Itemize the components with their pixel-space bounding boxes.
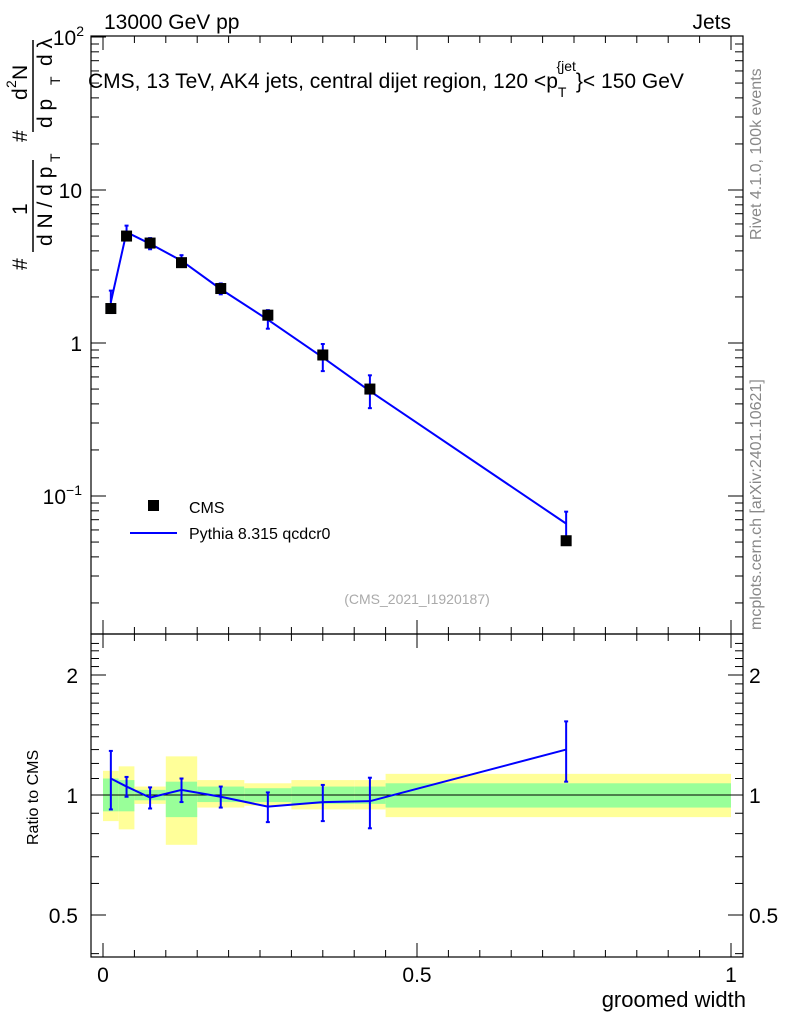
cms-data-point — [364, 383, 376, 395]
plot-title-prefix: CMS, 13 TeV, AK4 jets, central dijet reg… — [88, 70, 558, 93]
ylabel-right-sym: # — [9, 130, 32, 142]
x-tick-label: 0 — [97, 964, 109, 987]
cms-data-point — [176, 257, 187, 269]
plot-title-sub: T — [558, 84, 567, 100]
x-tick-label: 1 — [725, 964, 737, 987]
plot-title-suffix: }< 150 GeV — [576, 70, 684, 93]
ylabel-right-sup: 2 — [3, 80, 19, 88]
plot-title: CMS, 13 TeV, AK4 jets, central dijet reg… — [88, 58, 684, 100]
ratio-axes: 0 0.5 1 0.5 0.5 1 1 2 2 — [49, 633, 778, 987]
cms-data-point — [105, 303, 117, 315]
ratio-y-tick-label-right: 1 — [749, 785, 761, 808]
ylabel-right-n: N — [9, 65, 32, 80]
ratio-y-tick-label: 0.5 — [49, 905, 78, 928]
legend-label-pythia: Pythia 8.315 qcdcr0 — [189, 526, 331, 543]
cms-data-point — [317, 349, 329, 361]
ratio-y-tick-label: 2 — [66, 665, 78, 688]
ratio-y-tick-label: 1 — [66, 785, 78, 808]
x-tick-label: 0.5 — [402, 964, 431, 987]
ylabel-right-den-sub: T — [47, 76, 63, 85]
cms-data-point — [560, 535, 572, 547]
y-tick-label: 1 — [70, 333, 82, 356]
main-axes: 10−1 1 10 102 — [43, 23, 744, 635]
main-plot-content — [105, 224, 572, 547]
ylabel-right-lambda: d λ — [34, 37, 57, 66]
x-axis-label: groomed width — [602, 987, 746, 1012]
cms-data-point — [121, 230, 133, 242]
header-collision: 13000 GeV pp — [104, 11, 239, 34]
pythia-line — [109, 230, 567, 525]
ratio-bands — [103, 756, 731, 845]
y-tick-label: 10−1 — [43, 482, 83, 509]
main-frame — [90, 35, 744, 635]
cms-data-point — [262, 309, 274, 321]
rivet-label: Rivet 4.1.0, 100k events — [748, 68, 765, 240]
ylabel-left-den: d N / d p — [34, 167, 57, 246]
ratio-y-axis-label: Ratio to CMS — [25, 750, 42, 845]
ylabel-left-sub: T — [47, 153, 63, 162]
plot-title-sup: {jet — [556, 58, 576, 74]
analysis-id: (CMS_2021_I1920187) — [344, 591, 490, 607]
y-tick-label: 10 — [59, 180, 82, 203]
cms-data-point — [215, 283, 227, 295]
ratio-y-tick-label-right: 2 — [749, 665, 761, 688]
legend-label-cms: CMS — [189, 500, 225, 517]
header-process: Jets — [692, 11, 731, 34]
main-y-axis-label: # 1 d N / d p T # d 2 N d p T d λ — [3, 37, 63, 270]
legend: CMS Pythia 8.315 qcdcr0 — [130, 500, 331, 543]
cms-data-point — [144, 237, 156, 249]
ratio-y-tick-label-right: 0.5 — [749, 905, 778, 928]
ylabel-right-den: d p — [34, 99, 57, 128]
mcplots-label: mcplots.cern.ch [arXiv:2401.10621] — [748, 379, 765, 630]
ylabel-right-d: d — [9, 88, 32, 100]
legend-marker-cms — [148, 500, 159, 511]
ratio-plot-content — [108, 720, 569, 830]
ylabel-left-num: 1 — [9, 203, 32, 215]
ylabel-left-sym: # — [9, 258, 32, 270]
y-tick-label: 102 — [53, 23, 84, 50]
